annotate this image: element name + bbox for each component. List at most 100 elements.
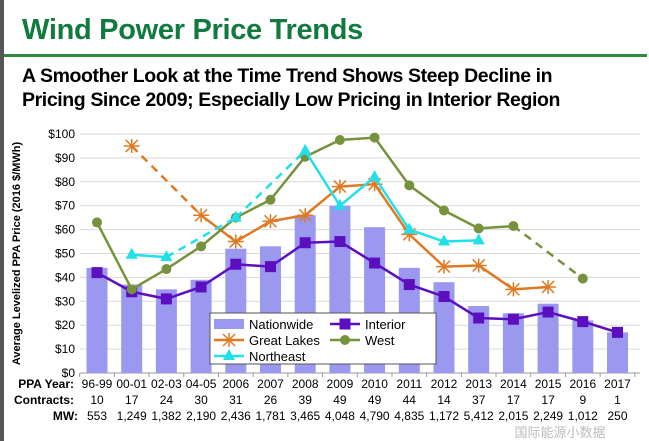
y-tick-label: $40 xyxy=(55,270,75,284)
table-cell: 2015 xyxy=(535,377,562,391)
marker-northeast xyxy=(229,210,242,222)
table-cell: 49 xyxy=(368,393,382,407)
marker-interior xyxy=(438,291,450,303)
marker-interior xyxy=(230,258,242,270)
line-segment-northeast xyxy=(339,176,376,207)
legend-marker-northeast xyxy=(223,349,235,360)
slide-left-border xyxy=(0,0,4,441)
y-tick-label: $10 xyxy=(55,342,75,356)
line-segment-west xyxy=(131,267,168,291)
marker-interior xyxy=(473,312,485,324)
title-divider xyxy=(4,54,647,57)
line-segment-interior xyxy=(305,240,340,244)
y-tick-label: $70 xyxy=(55,199,75,213)
table-cell: 4,790 xyxy=(360,409,390,423)
marker-interior xyxy=(612,326,623,338)
bar-nationwide xyxy=(190,279,212,373)
line-segment-west xyxy=(408,184,445,212)
line-segment-interior xyxy=(200,263,237,289)
y-tick-label: $0 xyxy=(62,366,76,380)
table-cell: 04-05 xyxy=(186,377,217,391)
subtitle-line-1: A Smoother Look at the Time Trend Shows … xyxy=(22,65,553,87)
marker-great-lakes xyxy=(227,234,244,249)
table-cell: 1,781 xyxy=(255,409,285,423)
marker-west xyxy=(577,273,588,284)
bar-nationwide xyxy=(121,284,143,373)
marker-west xyxy=(369,132,380,143)
marker-great-lakes xyxy=(505,282,522,297)
line-segment-interior xyxy=(373,261,410,286)
marker-interior xyxy=(299,237,311,249)
table-cell: 17 xyxy=(507,393,521,407)
table-cell: 2016 xyxy=(569,377,596,391)
y-tick-label: $20 xyxy=(55,318,75,332)
marker-great-lakes xyxy=(436,259,452,274)
marker-great-lakes xyxy=(123,138,140,153)
table-cell: 30 xyxy=(194,393,208,407)
line-segment-west xyxy=(339,136,375,142)
table-cell: 2012 xyxy=(431,377,458,391)
table-cell: 5,412 xyxy=(464,409,494,423)
table-cell: 2011 xyxy=(396,377,422,391)
table-cell: 2,249 xyxy=(533,409,563,423)
marker-interior xyxy=(91,267,103,279)
line-segment-interior xyxy=(96,271,133,293)
line-segment-interior xyxy=(478,316,514,321)
bar-nationwide xyxy=(537,303,559,373)
marker-west xyxy=(473,223,484,234)
line-segment-interior xyxy=(269,241,306,268)
table-cell: 39 xyxy=(299,393,313,407)
line-segment-northeast xyxy=(234,149,307,219)
legend-box xyxy=(209,312,437,365)
marker-northeast xyxy=(472,233,485,245)
watermark: 国际能源小数据 xyxy=(514,426,605,441)
table-cell: 49 xyxy=(333,393,347,407)
line-segment-west xyxy=(373,136,411,187)
legend-label-nationwide: Nationwide xyxy=(249,317,313,332)
table-cell: 02-03 xyxy=(151,377,182,391)
line-segment-northeast xyxy=(304,150,341,207)
table-cell: 17 xyxy=(541,393,555,407)
table-cell: 1,249 xyxy=(117,409,147,423)
table-cell: 00-01 xyxy=(116,377,147,391)
marker-great-lakes xyxy=(297,208,314,223)
marker-northeast xyxy=(438,234,450,246)
line-segment-interior xyxy=(235,263,271,268)
line-segment-west xyxy=(95,221,133,290)
marker-northeast xyxy=(368,170,381,182)
bar-nationwide xyxy=(607,332,628,373)
line-segment-great-lakes xyxy=(235,220,272,243)
legend-marker-west xyxy=(340,335,350,345)
table-cell: 2,190 xyxy=(186,409,216,423)
table-cell: 1 xyxy=(614,393,621,407)
y-tick-label: $90 xyxy=(55,151,75,165)
table-row-label: PPA Year: xyxy=(18,377,74,391)
table-cell: 10 xyxy=(90,393,104,407)
line-segment-interior xyxy=(165,285,202,301)
table-cell: 14 xyxy=(437,393,451,407)
legend-label-great-lakes: Great Lakes xyxy=(249,333,320,348)
table-cell: 37 xyxy=(472,393,486,407)
line-segment-great-lakes xyxy=(130,145,202,217)
marker-west xyxy=(161,264,172,275)
table-cell: 4,835 xyxy=(394,409,424,423)
table-cell: 2,436 xyxy=(221,409,251,423)
marker-great-lakes xyxy=(540,279,557,294)
marker-interior xyxy=(542,306,554,318)
line-segment-great-lakes xyxy=(477,264,515,291)
table-cell: 2008 xyxy=(292,377,319,391)
legend-marker-interior xyxy=(339,318,351,330)
line-segment-interior xyxy=(443,295,480,320)
y-tick-label: $100 xyxy=(48,127,75,141)
line-segment-interior xyxy=(582,320,618,334)
line-segment-west xyxy=(478,224,514,230)
table-cell: 44 xyxy=(403,393,417,407)
subtitle-line-2: Pricing Since 2009; Especially Low Prici… xyxy=(22,89,561,111)
marker-northeast xyxy=(125,247,138,259)
marker-west xyxy=(404,180,415,191)
slide-title: Wind Power Price Trends xyxy=(22,14,363,46)
marker-interior xyxy=(369,257,381,269)
table-cell: 2007 xyxy=(257,377,284,391)
marker-west xyxy=(334,134,345,145)
